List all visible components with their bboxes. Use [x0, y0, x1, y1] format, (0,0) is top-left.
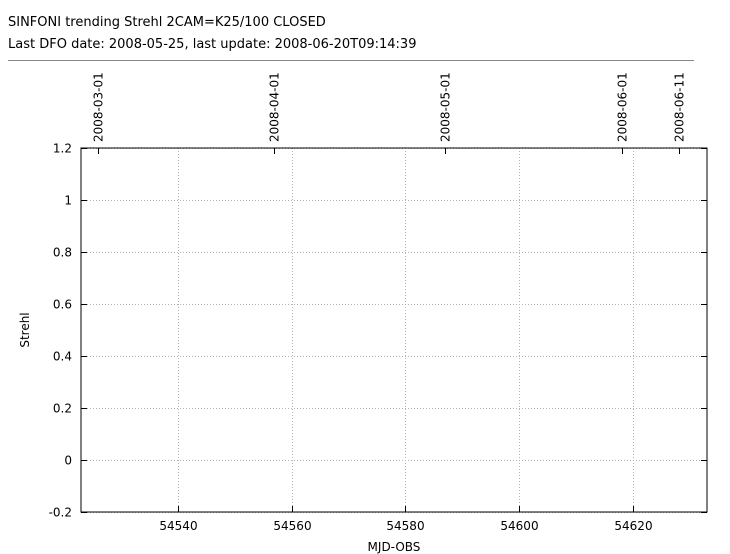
- x-tick-label: 54560: [273, 519, 311, 533]
- y-tick-label: 1: [64, 194, 72, 208]
- top-date-label: 2008-03-01: [92, 72, 106, 142]
- grid-lines: [81, 148, 707, 513]
- y-tick-label: 0.8: [53, 246, 72, 260]
- plot-frame: [80, 147, 708, 513]
- tick-labels: -0.2 0 0.2 0.4 0.6 0.8 1 1.2 54540 54560 54580 5460…: [49, 72, 687, 533]
- x-tick-label: 54620: [614, 519, 652, 533]
- y-axis-label: Strehl: [18, 312, 32, 347]
- top-date-label: 2008-06-11: [673, 72, 687, 142]
- x-tick-label: 54600: [500, 519, 538, 533]
- y-tick-label: -0.2: [49, 506, 72, 520]
- chart-subtitle: Last DFO date: 2008-05-25, last update: …: [8, 37, 417, 52]
- x-tick-label: 54580: [386, 519, 424, 533]
- y-tick-label: 0.4: [53, 350, 72, 364]
- y-tick-label: 0: [64, 454, 72, 468]
- axis-ticks: [81, 148, 707, 513]
- y-tick-label: 1.2: [53, 142, 72, 156]
- top-date-label: 2008-05-01: [439, 72, 453, 142]
- chart-title: SINFONI trending Strehl 2CAM=K25/100 CLO…: [8, 15, 326, 30]
- x-tick-label: 54540: [159, 519, 197, 533]
- y-tick-label: 0.6: [53, 298, 72, 312]
- header-divider: [8, 60, 694, 61]
- top-date-label: 2008-06-01: [616, 72, 630, 142]
- y-tick-label: 0.2: [53, 402, 72, 416]
- top-date-label: 2008-04-01: [268, 72, 282, 142]
- x-axis-label: MJD-OBS: [368, 540, 421, 554]
